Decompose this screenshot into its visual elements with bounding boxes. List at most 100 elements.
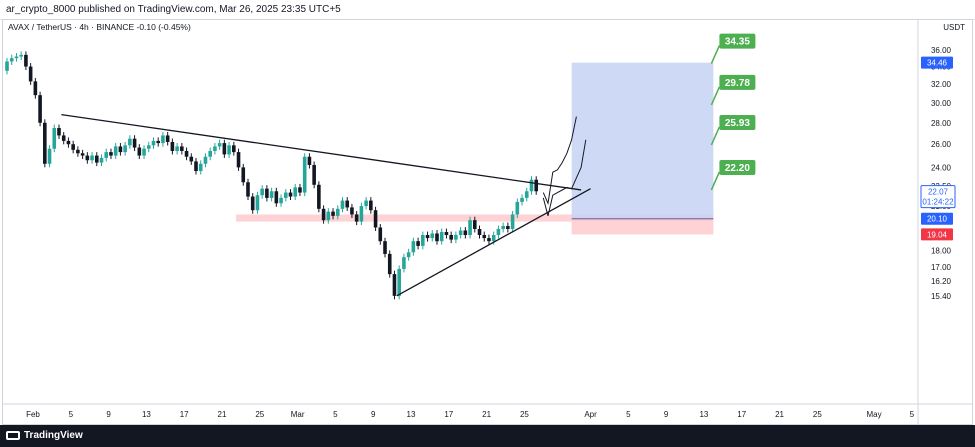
target-label: 25.93 — [725, 118, 750, 129]
y-tick-label: 36.00 — [931, 46, 952, 55]
candle-body — [76, 149, 80, 154]
candle-body — [165, 135, 170, 142]
candle-body — [156, 140, 161, 144]
candle-body — [331, 211, 335, 216]
y-tick-label: 24.00 — [931, 163, 952, 172]
candle-body — [14, 56, 19, 59]
publisher-line: ar_crypto_8000 published on TradingView.… — [6, 4, 341, 15]
tradingview-logo[interactable]: TradingView — [6, 430, 83, 441]
ascending-trendline — [396, 188, 591, 297]
price-tag — [921, 212, 953, 225]
candle-body — [312, 164, 316, 185]
brand-label: TradingView — [24, 430, 83, 441]
candle-body — [170, 141, 175, 151]
candle-body — [132, 138, 137, 148]
candle-body — [392, 274, 397, 296]
candle-body — [137, 147, 142, 156]
projection-path-2 — [542, 139, 587, 217]
candle-body — [435, 233, 439, 242]
candle-body — [369, 200, 373, 211]
candle-body — [236, 152, 241, 168]
candle-body — [227, 145, 231, 155]
candle-body — [298, 187, 302, 193]
candle-body — [439, 231, 444, 242]
candle-body — [57, 127, 61, 136]
candle-body — [123, 145, 127, 153]
x-tick-label: 17 — [180, 410, 189, 419]
candle-body — [99, 157, 104, 163]
candle-body — [444, 231, 449, 236]
x-tick-label: 5 — [333, 410, 338, 419]
candle-body — [90, 155, 94, 161]
x-tick-label: May — [866, 410, 881, 419]
candle-body — [283, 192, 288, 198]
tradingview-logo-icon — [6, 430, 20, 440]
candle-body — [19, 54, 23, 57]
candle-body — [213, 146, 217, 151]
candle-body — [274, 191, 279, 204]
x-tick-label: 25 — [813, 410, 822, 419]
x-tick-label: 5 — [626, 410, 631, 419]
candle-body — [411, 241, 416, 253]
candle-body — [506, 226, 510, 229]
candle-body — [24, 54, 28, 67]
candle-body — [383, 241, 387, 254]
candle-body — [109, 152, 113, 156]
candle-body — [387, 253, 392, 275]
target-label: 22.20 — [725, 163, 750, 174]
candle-body — [359, 206, 364, 222]
target-badge — [719, 114, 756, 130]
candle-body — [335, 208, 340, 216]
y-tick-label: 17.00 — [931, 263, 952, 272]
price-tag-label: 20.10 — [927, 215, 948, 224]
candle-body — [397, 268, 401, 296]
candle-body — [288, 192, 293, 197]
candle-body — [302, 156, 307, 193]
candle-body — [524, 191, 529, 198]
candle-body — [340, 200, 345, 209]
candle-body — [80, 153, 85, 156]
candle-body — [472, 220, 477, 229]
target-badge — [719, 159, 756, 175]
target-connector — [710, 126, 721, 146]
candle-body — [189, 156, 194, 162]
candle-body — [146, 145, 151, 149]
candle-body — [208, 150, 212, 157]
target-label: 29.78 — [725, 78, 750, 89]
candle-body — [463, 230, 468, 236]
candle-body — [454, 235, 458, 240]
candle-body — [378, 227, 383, 242]
symbol-legend: AVAX / TetherUS · 4h · BINANCE -0.10 (-0… — [8, 22, 191, 32]
x-tick-label: 13 — [699, 410, 708, 419]
candle-body — [350, 207, 354, 215]
candle-body — [52, 127, 57, 149]
candle-body — [307, 156, 312, 165]
candle-body — [222, 143, 227, 155]
x-tick-label: Apr — [584, 410, 597, 419]
x-tick-label: 9 — [371, 410, 376, 419]
candle-body — [175, 146, 179, 151]
target-area — [571, 62, 714, 219]
x-tick-label: 9 — [664, 410, 669, 419]
candle-body — [520, 197, 524, 202]
candle-body — [85, 155, 90, 161]
last-price-label: 22.07 — [928, 188, 949, 197]
x-tick-label: 17 — [444, 410, 453, 419]
candle-body — [203, 156, 208, 164]
price-tag-label: 19.04 — [927, 230, 948, 239]
candle-body — [161, 135, 165, 144]
descending-trendline — [61, 113, 582, 191]
candle-body — [118, 146, 123, 153]
candle-body — [487, 238, 491, 242]
candle-body — [113, 146, 118, 156]
candle-body — [66, 140, 71, 145]
target-connector — [710, 86, 721, 106]
price-tag — [921, 228, 953, 241]
candle-body — [458, 230, 463, 236]
candle-body — [425, 235, 430, 239]
candle-body — [260, 188, 264, 196]
target-badge — [719, 74, 756, 90]
x-tick-label: 9 — [106, 410, 111, 419]
currency-label: USDT — [943, 23, 965, 32]
